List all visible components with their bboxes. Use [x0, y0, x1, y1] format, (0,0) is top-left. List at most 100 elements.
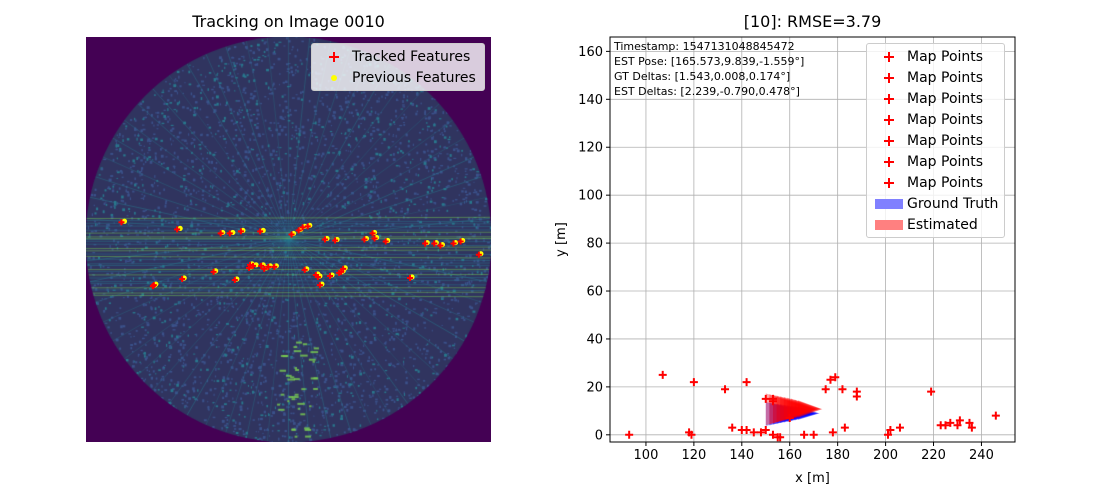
estimated-pose: [765, 393, 814, 426]
plus-marker-icon: [871, 51, 907, 63]
legend-label: Ground Truth: [907, 195, 999, 212]
tracked-feature-point: [437, 242, 444, 249]
tracked-feature-point: [382, 238, 389, 245]
legend-entry-map-points: Map Points: [871, 67, 998, 88]
y-tick-label: 120: [578, 141, 603, 156]
tracked-feature-point: [304, 223, 311, 230]
left-feature-layer: [118, 218, 484, 290]
estimated-pose: [794, 399, 822, 419]
map-point: [768, 397, 777, 406]
tracked-feature-point: [118, 219, 125, 226]
map-point: [785, 414, 794, 423]
x-axis-label: x [m]: [795, 471, 830, 486]
tracked-feature-point: [179, 275, 186, 282]
ground-truth-pose: [765, 402, 811, 427]
legend-label: Map Points: [907, 132, 984, 149]
tracked-feature-point: [261, 265, 268, 272]
x-tick-label: 160: [777, 448, 802, 463]
radar-scan-canvas: [86, 37, 491, 442]
y-tick-label: 80: [586, 237, 603, 252]
map-point: [742, 378, 751, 387]
tracked-feature-point: [316, 282, 323, 289]
estimated-pose: [772, 394, 816, 424]
map-point: [927, 387, 936, 396]
legend-entry-previous-features: Previous Features: [316, 67, 476, 88]
map-point: [761, 426, 770, 435]
map-point: [742, 426, 751, 435]
plus-marker-icon: [316, 51, 352, 63]
tracked-feature-point: [301, 266, 308, 273]
dot-marker-icon: [316, 72, 352, 84]
tracked-feature-point: [338, 268, 345, 275]
legend-entry-map-points: Map Points: [871, 88, 998, 109]
tracked-feature-point: [361, 236, 368, 243]
right-axes-layer: 100 120 140 160 180 200 220 240 0 20 40 60 80 100 120 1…: [554, 36, 1016, 486]
map-point: [768, 430, 777, 439]
map-point: [840, 423, 849, 432]
tracked-feature-point: [340, 265, 347, 272]
tracked-feature-point: [271, 263, 278, 270]
tracked-feature-point: [250, 262, 257, 269]
estimated-pose: [790, 398, 821, 420]
legend-label: Map Points: [907, 111, 984, 128]
y-tick-label: 60: [586, 285, 603, 300]
x-tick-label: 200: [873, 448, 898, 463]
y-tick-label: 160: [578, 45, 603, 60]
right-data-layer: [625, 370, 1000, 442]
tracked-feature-point: [299, 224, 306, 231]
tracked-feature-point: [371, 235, 378, 242]
info-est-pose: EST Pose: [165.573,9.839,-1.559°]: [614, 55, 805, 68]
tracked-feature-point: [174, 226, 181, 233]
right-legend: Map Points Map Points Map Points Map Poi…: [866, 43, 1006, 238]
map-point: [852, 387, 861, 396]
map-point: [776, 433, 785, 442]
map-point: [756, 428, 765, 437]
map-point: [965, 418, 974, 427]
tracked-feature-point: [150, 282, 157, 289]
map-point: [828, 428, 837, 437]
tracked-feature-point: [247, 261, 254, 268]
legend-entry-ground-truth: Ground Truth: [871, 193, 998, 214]
tracked-feature-point: [258, 262, 265, 269]
plus-marker-icon: [871, 114, 907, 126]
map-point: [895, 423, 904, 432]
tracked-feature-point: [422, 240, 429, 247]
legend-label: Map Points: [907, 69, 984, 86]
left-legend: Tracked Features Previous Features: [311, 43, 485, 91]
right-grid-layer: [610, 37, 1015, 442]
plus-marker-icon: [871, 135, 907, 147]
plus-marker-icon: [871, 177, 907, 189]
legend-entry-map-points: Map Points: [871, 151, 998, 172]
estimated-pose: [798, 400, 823, 418]
patch-marker-icon: [871, 219, 907, 230]
tracked-feature-point: [217, 230, 224, 237]
estimated-pose: [787, 397, 820, 421]
y-tick-label: 100: [578, 189, 603, 204]
y-tick-label: 20: [586, 380, 603, 395]
tracked-feature-point: [312, 271, 319, 278]
map-point: [991, 411, 1000, 420]
tracked-feature-point: [226, 230, 233, 237]
map-point: [838, 385, 847, 394]
legend-entry-tracked-features: Tracked Features: [316, 46, 476, 67]
plus-marker-icon: [871, 72, 907, 84]
legend-label: Previous Features: [352, 69, 476, 86]
plus-marker-icon: [871, 93, 907, 105]
tracked-feature-point: [210, 268, 217, 275]
estimated-pose: [776, 395, 817, 423]
map-point: [821, 385, 830, 394]
map-point: [883, 430, 892, 439]
x-tick-label: 240: [969, 448, 994, 463]
legend-entry-estimated: Estimated: [871, 214, 998, 235]
tracked-feature-point: [369, 230, 376, 237]
tracked-feature-point: [407, 274, 413, 281]
map-point: [886, 426, 895, 435]
legend-label: Map Points: [907, 153, 984, 170]
tracked-feature-point: [246, 264, 253, 271]
tracked-feature-point: [321, 236, 328, 243]
map-point: [728, 423, 737, 432]
x-tick-label: 220: [921, 448, 946, 463]
tracked-feature-point: [457, 238, 464, 245]
map-point: [761, 394, 770, 403]
